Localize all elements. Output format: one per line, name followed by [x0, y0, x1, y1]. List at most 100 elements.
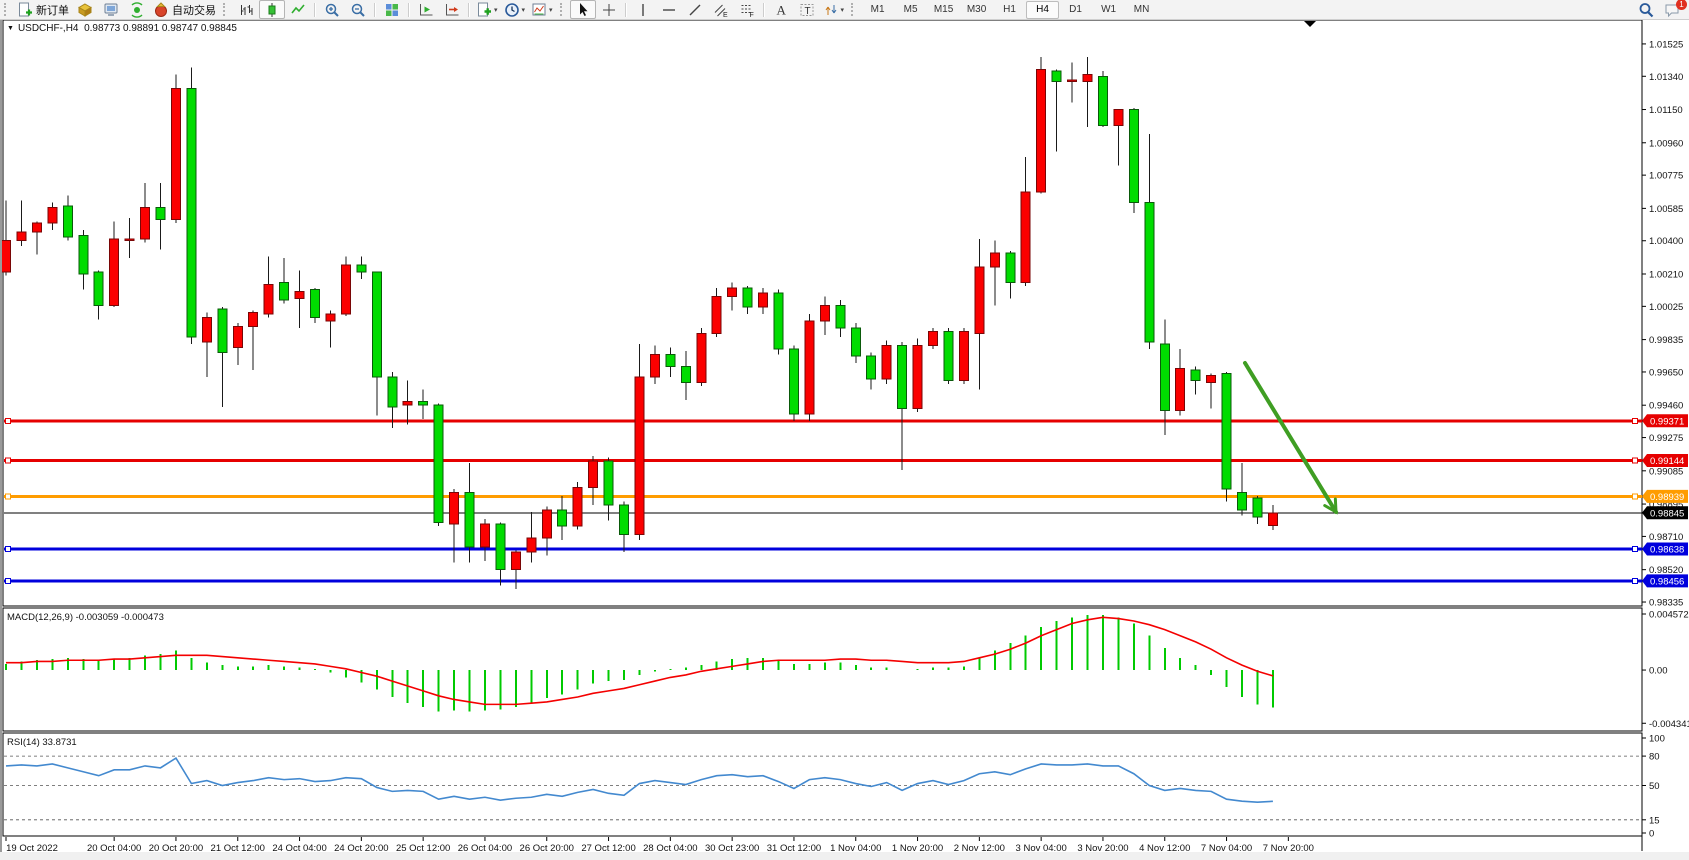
trendline-icon — [687, 2, 703, 18]
terminal-button[interactable] — [98, 0, 124, 19]
search-icon — [1638, 2, 1654, 18]
toolbar-separator — [468, 2, 470, 17]
price-axis[interactable] — [1643, 20, 1689, 836]
chart-shift-icon — [444, 2, 460, 18]
horizontal-line-button[interactable] — [656, 0, 682, 19]
svg-text:1.00960: 1.00960 — [1649, 138, 1683, 149]
svg-text:0.98520: 0.98520 — [1649, 565, 1683, 576]
indicators-button[interactable]: ▾ — [473, 0, 501, 19]
time-axis[interactable] — [3, 837, 1642, 852]
equidistant-channel-button[interactable]: E — [708, 0, 734, 19]
toolbar-separator — [374, 2, 376, 17]
svg-text:1 Nov 04:00: 1 Nov 04:00 — [830, 843, 881, 854]
arrows-button[interactable]: ▾ — [820, 0, 848, 19]
horizontal-line-objects[interactable] — [4, 417, 1642, 584]
timeframe-m5-button[interactable]: M5 — [903, 4, 918, 15]
fibonacci-button[interactable]: F — [734, 0, 760, 19]
svg-text:0.98895: 0.98895 — [1649, 500, 1683, 511]
auto-scroll-button[interactable] — [413, 0, 439, 19]
cursor-button[interactable] — [569, 0, 596, 19]
toolbar-separator — [314, 2, 316, 17]
fibonacci-icon: F — [739, 2, 755, 18]
price-axis-labels: 1.01525 1.01340 1.01150 1.00960 1.00775 1.005… — [1642, 39, 1683, 609]
rsi-line — [5, 756, 1273, 803]
svg-text:25 Oct 12:00: 25 Oct 12:00 — [396, 843, 450, 854]
timeframe-m30-button[interactable]: M30 — [966, 4, 987, 15]
timeframe-h4-button[interactable]: H4 — [1026, 0, 1060, 19]
cube-icon — [77, 2, 93, 18]
trend-arrow-object[interactable] — [1243, 361, 1338, 515]
chart-window: 1.01525 1.01340 1.01150 1.00960 1.00775 1.005… — [0, 19, 1689, 860]
svg-text:0.00: 0.00 — [1649, 666, 1668, 677]
text-button[interactable]: A — [768, 0, 794, 19]
timeframe-w1-button[interactable]: W1 — [1101, 4, 1117, 15]
svg-text:100: 100 — [1649, 734, 1665, 745]
svg-text:24 Oct 04:00: 24 Oct 04:00 — [272, 843, 326, 854]
news-button[interactable] — [124, 0, 150, 19]
chevron-down-icon[interactable]: ▾ — [494, 6, 498, 14]
chart-canvas[interactable]: 1.01525 1.01340 1.01150 1.00960 1.00775 1.005… — [0, 19, 1689, 860]
vertical-line-button[interactable] — [630, 0, 656, 19]
svg-text:19 Oct 2022: 19 Oct 2022 — [6, 843, 58, 854]
timeframe-m1-button[interactable]: M1 — [870, 4, 885, 15]
candlesticks — [1, 57, 1278, 589]
svg-text:A: A — [776, 2, 786, 17]
svg-text:0.99275: 0.99275 — [1649, 433, 1683, 444]
svg-text:31 Oct 12:00: 31 Oct 12:00 — [767, 843, 821, 854]
toolbar-drag-handle[interactable] — [851, 3, 858, 16]
svg-text:50: 50 — [1649, 781, 1660, 792]
svg-text:2 Nov 12:00: 2 Nov 12:00 — [954, 843, 1005, 854]
zoom-out-icon — [350, 2, 366, 18]
chevron-down-icon[interactable]: ▾ — [549, 6, 553, 14]
svg-text:0.99144: 0.99144 — [1650, 456, 1684, 467]
template-icon — [531, 2, 547, 18]
timeframe-h1-button[interactable]: H1 — [1003, 4, 1016, 15]
text-label-button[interactable]: T — [794, 0, 820, 19]
periods-button[interactable]: ▾ — [501, 0, 529, 19]
svg-text:0.99835: 0.99835 — [1649, 335, 1683, 346]
search-button[interactable] — [1633, 0, 1659, 19]
market-watch-button[interactable] — [72, 0, 98, 19]
timeframe-m15-button[interactable]: M15 — [933, 4, 954, 15]
svg-text:21 Oct 12:00: 21 Oct 12:00 — [211, 843, 265, 854]
svg-text:26 Oct 04:00: 26 Oct 04:00 — [458, 843, 512, 854]
line-chart-button[interactable] — [285, 0, 311, 19]
trendline-button[interactable] — [682, 0, 708, 19]
templates-button[interactable]: ▾ — [528, 0, 556, 19]
new-order-button[interactable]: 新订单 — [14, 0, 72, 19]
price-tags: 0.99371 0.99144 0.98939 0.98638 0.98456 0.988… — [1642, 414, 1688, 588]
indicators-icon — [476, 2, 492, 18]
svg-text:F: F — [749, 12, 753, 18]
autotrading-button[interactable]: 自动交易 — [150, 0, 219, 19]
svg-text:24 Oct 20:00: 24 Oct 20:00 — [334, 843, 388, 854]
toolbar-drag-handle[interactable] — [223, 3, 230, 16]
candlestick-chart-button[interactable] — [259, 0, 285, 19]
new-order-icon — [17, 2, 33, 18]
toolbar-drag-handle[interactable] — [4, 3, 11, 16]
svg-text:1.00210: 1.00210 — [1649, 269, 1683, 280]
toolbar: 新订单 自动交易 ▾ ▾ ▾ E F A T ▾ M1 M5 M15 M30 H1 H4 D1 W1 MN 1 — [0, 0, 1689, 20]
crosshair-button[interactable] — [596, 0, 622, 19]
notifications-button[interactable]: 1 — [1659, 0, 1687, 19]
zoom-out-button[interactable] — [345, 0, 371, 19]
autotrading-label: 自动交易 — [172, 4, 216, 17]
svg-text:0.98335: 0.98335 — [1649, 598, 1683, 609]
chevron-down-icon[interactable]: ▾ — [840, 6, 845, 14]
chart-shift-marker — [1304, 21, 1316, 27]
pane-frames — [2, 19, 1643, 851]
timeframe-mn-button[interactable]: MN — [1133, 4, 1150, 15]
zoom-in-button[interactable] — [319, 0, 345, 19]
tile-windows-button[interactable] — [379, 0, 405, 19]
timeframe-d1-button[interactable]: D1 — [1069, 4, 1082, 15]
crosshair-icon — [601, 2, 617, 18]
text-t-icon: T — [799, 2, 815, 18]
chart-shift-button[interactable] — [439, 0, 465, 19]
chevron-down-icon[interactable]: ▾ — [521, 6, 526, 14]
svg-text:1.01150: 1.01150 — [1649, 105, 1683, 116]
toolbar-drag-handle[interactable] — [559, 3, 567, 16]
rsi-axis-labels: 100 80 50 15 0 — [1642, 734, 1665, 840]
bar-chart-button[interactable] — [233, 0, 259, 19]
svg-text:T: T — [804, 6, 810, 17]
svg-text:80: 80 — [1649, 752, 1660, 763]
